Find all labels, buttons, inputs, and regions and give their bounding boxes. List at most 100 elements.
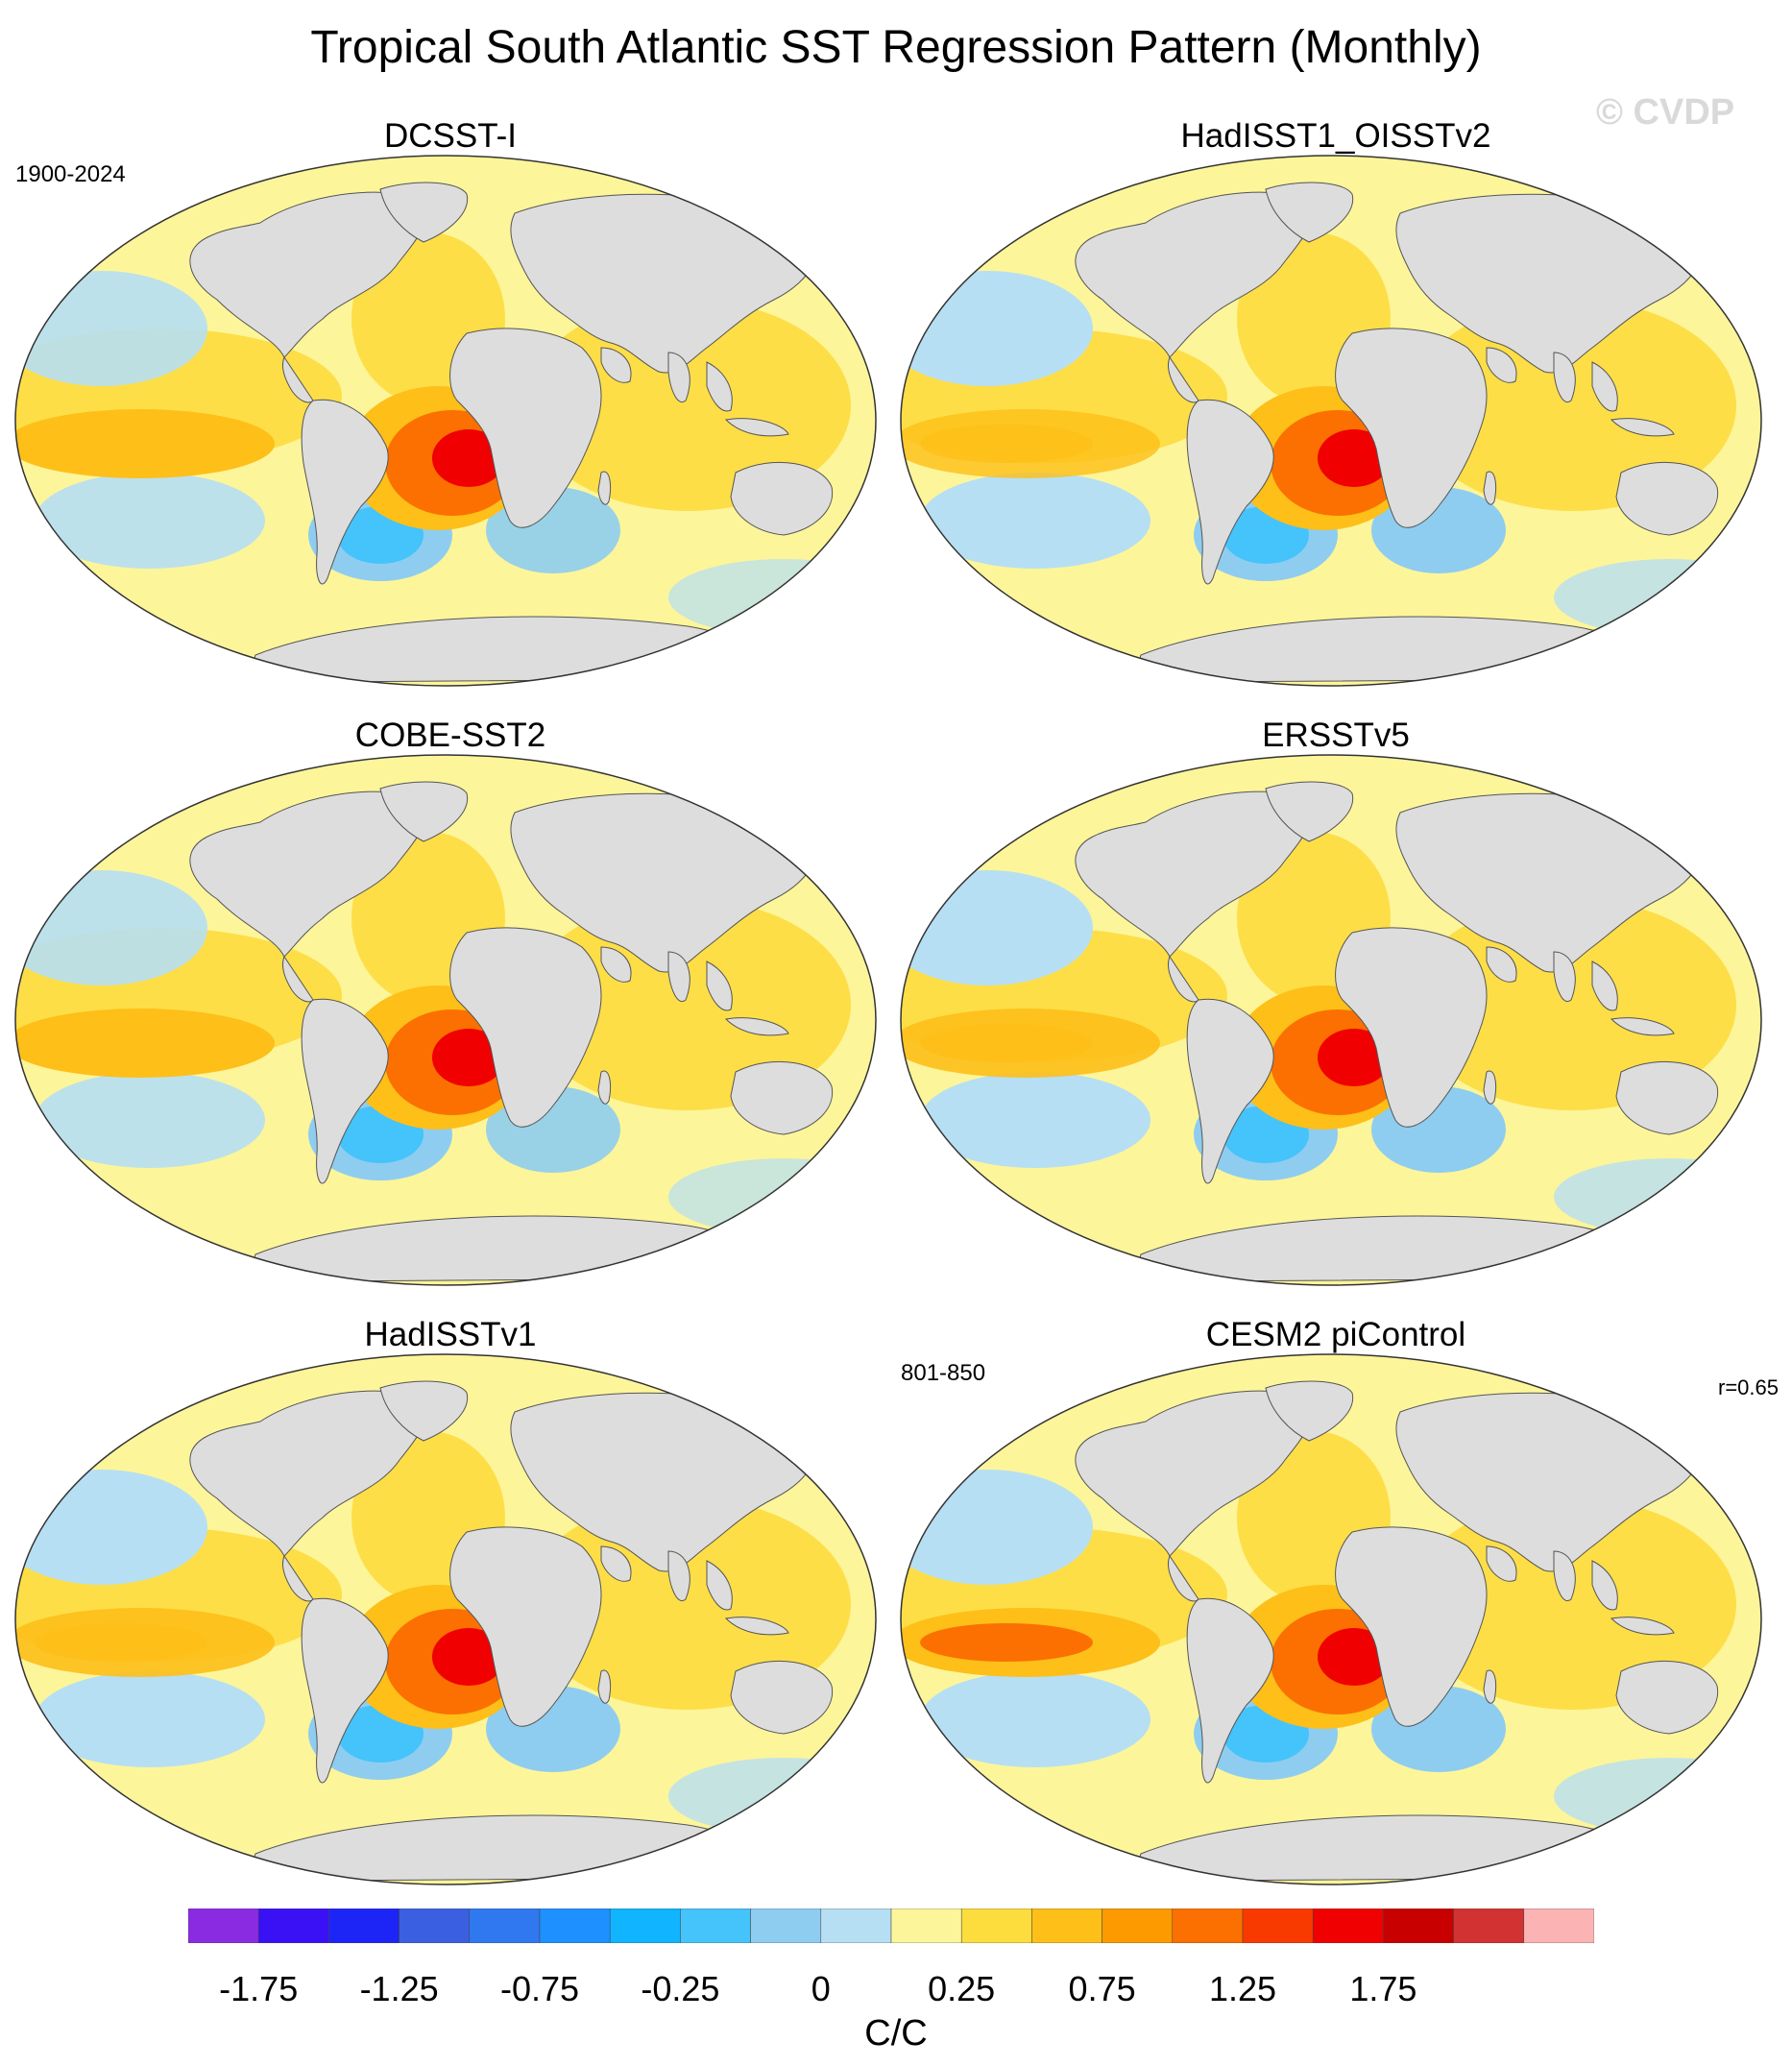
landmass-3 xyxy=(301,1597,389,1784)
colorbar xyxy=(188,1909,1594,1943)
landmass-3 xyxy=(301,399,389,585)
colorbar-tick-label: -1.25 xyxy=(359,1969,439,2008)
landmass-7 xyxy=(1486,347,1517,383)
map-outline xyxy=(14,155,877,687)
landmass-2 xyxy=(281,1554,314,1602)
landmass-7 xyxy=(600,946,632,983)
colorbar-bin xyxy=(1312,1909,1384,1943)
colorbar-tick-label: 0 xyxy=(811,1969,831,2008)
panel-title: HadISSTv1 xyxy=(364,1316,537,1353)
landmass-7 xyxy=(1486,1545,1517,1582)
colorbar-bin xyxy=(399,1909,471,1943)
map-outline xyxy=(900,754,1762,1286)
panel-title: DCSST-I xyxy=(383,117,518,155)
landmass-1 xyxy=(1265,781,1354,842)
landmass-8 xyxy=(1553,352,1576,403)
sst-anomaly-region-13 xyxy=(432,429,505,487)
map-outline xyxy=(14,754,877,1286)
landmass-2 xyxy=(281,955,314,1003)
colorbar-tick-label: -0.75 xyxy=(499,1969,580,2008)
pattern-correlation-label: r=0.65 xyxy=(1718,1375,1779,1399)
landmass-8 xyxy=(1553,951,1576,1003)
landmass-6 xyxy=(597,1669,612,1704)
landmass-9 xyxy=(706,1560,733,1611)
landmass-10 xyxy=(724,1017,789,1036)
landmass-8 xyxy=(1553,1550,1576,1602)
colorbar-bin xyxy=(1242,1909,1314,1943)
panel-title: COBE-SST2 xyxy=(354,717,546,754)
map-panel-cobe-sst2: COBE-SST2 xyxy=(13,717,887,1312)
world-map xyxy=(900,1353,1762,1885)
landmass-8 xyxy=(667,352,690,403)
landmass-6 xyxy=(1483,1669,1497,1704)
colorbar-bin xyxy=(1383,1909,1454,1943)
map-panel-cesm2-picontrol: CESM2 piControl 801-850 r=0.65 xyxy=(899,1316,1779,1911)
sst-anomaly-region-10 xyxy=(920,1024,1093,1062)
sst-anomaly-region-10 xyxy=(920,425,1093,463)
landmass-1 xyxy=(1265,182,1354,243)
colorbar-bin xyxy=(1031,1909,1102,1943)
colorbar-tick-label: 0.75 xyxy=(1068,1969,1136,2008)
landmass-7 xyxy=(1486,946,1517,983)
colorbar-units: C/C xyxy=(864,2013,928,2054)
sst-anomaly-region-4 xyxy=(920,1072,1150,1168)
sst-anomaly-region-4 xyxy=(920,473,1150,569)
period-label: 1900-2024 xyxy=(15,161,126,187)
sst-anomaly-region-13 xyxy=(432,1029,505,1086)
sst-anomaly-region-13 xyxy=(432,1628,505,1686)
sst-anomaly-region-10 xyxy=(920,1623,1093,1662)
landmass-11 xyxy=(730,1060,834,1135)
colorbar-bin xyxy=(1453,1909,1525,1943)
panel-title: CESM2 piControl xyxy=(1205,1316,1466,1353)
colorbar-bin xyxy=(1172,1909,1244,1943)
landmass-7 xyxy=(600,347,632,383)
landmass-10 xyxy=(724,418,789,437)
sst-anomaly-region-4 xyxy=(35,473,265,569)
landmass-5 xyxy=(1335,927,1488,1128)
sst-anomaly-region-13 xyxy=(1318,1628,1391,1686)
landmass-1 xyxy=(379,1380,469,1442)
landmass-2 xyxy=(1167,355,1199,403)
landmass-2 xyxy=(281,355,314,403)
map-outline xyxy=(14,1353,877,1885)
world-map xyxy=(14,754,877,1286)
colorbar-bin xyxy=(469,1909,541,1943)
sst-anomaly-region-13 xyxy=(1318,1029,1391,1086)
colorbar-tick-label: 0.25 xyxy=(928,1969,996,2008)
landmass-7 xyxy=(600,1545,632,1582)
landmass-2 xyxy=(1167,955,1199,1003)
period-label: 801-850 xyxy=(901,1360,986,1386)
map-panel-hadisst1-oisstv2: HadISST1_OISSTv2 xyxy=(899,117,1773,713)
colorbar-bin xyxy=(257,1909,329,1943)
watermark: © CVDP xyxy=(1596,92,1735,133)
map-outline xyxy=(900,1353,1762,1885)
colorbar-bin xyxy=(609,1909,681,1943)
landmass-6 xyxy=(597,1070,612,1105)
landmass-3 xyxy=(1186,399,1274,585)
colorbar-bin xyxy=(890,1909,962,1943)
sst-anomaly-region-10 xyxy=(35,1024,207,1062)
panel-title: ERSSTv5 xyxy=(1262,717,1410,754)
landmass-8 xyxy=(667,1550,690,1602)
map-panel-hadisstv1: HadISSTv1 xyxy=(13,1316,887,1911)
map-panel-ersstv5: ERSSTv5 xyxy=(899,717,1773,1312)
world-map xyxy=(900,155,1762,687)
landmass-2 xyxy=(1167,1554,1199,1602)
landmass-1 xyxy=(1265,1380,1354,1442)
colorbar-bin xyxy=(188,1909,259,1943)
landmass-3 xyxy=(1186,998,1274,1184)
figure-title: Tropical South Atlantic SST Regression P… xyxy=(310,22,1482,73)
landmass-6 xyxy=(597,471,612,505)
map-panel-dcsst: DCSST-I 1900-2024 xyxy=(13,117,887,713)
landmass-5 xyxy=(1335,1526,1488,1727)
colorbar-bin xyxy=(820,1909,892,1943)
colorbar-bin xyxy=(750,1909,822,1943)
sst-anomaly-region-4 xyxy=(920,1671,1150,1767)
sst-anomaly-region-4 xyxy=(35,1072,265,1168)
landmass-3 xyxy=(1186,1597,1274,1784)
landmass-10 xyxy=(1610,1617,1675,1636)
colorbar-bin xyxy=(1102,1909,1174,1943)
landmass-10 xyxy=(1610,418,1675,437)
panel-title: HadISST1_OISSTv2 xyxy=(1180,117,1491,155)
colorbar-tick-label: -0.25 xyxy=(641,1969,720,2008)
